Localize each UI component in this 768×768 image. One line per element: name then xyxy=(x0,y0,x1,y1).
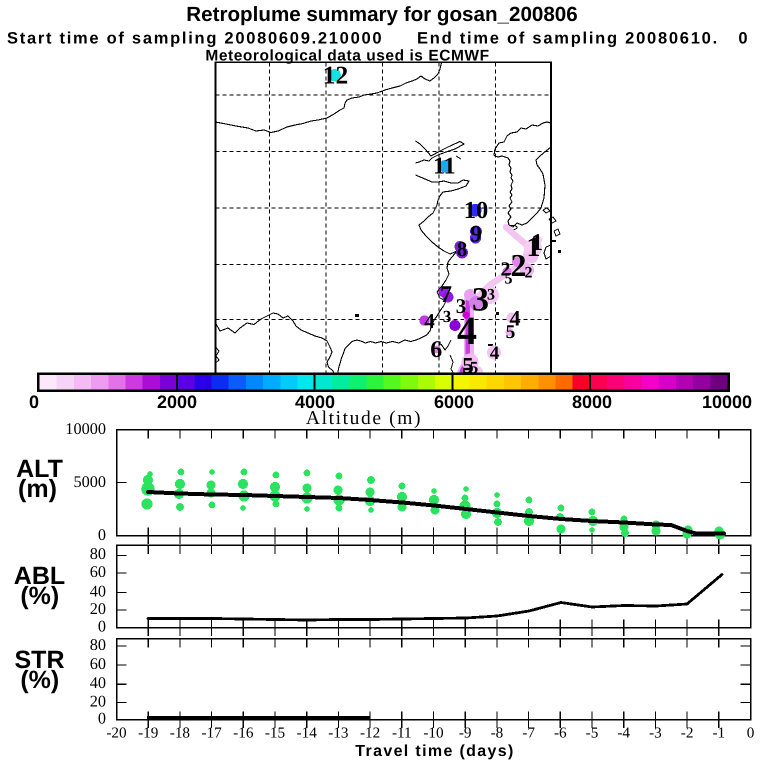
svg-text:-13: -13 xyxy=(328,725,348,742)
svg-text:-6: -6 xyxy=(554,725,567,742)
svg-text:5000: 5000 xyxy=(73,472,106,491)
svg-text:8000: 8000 xyxy=(572,392,612,412)
svg-text:5: 5 xyxy=(505,271,513,288)
svg-text:(%): (%) xyxy=(20,582,59,610)
svg-text:0: 0 xyxy=(98,616,106,635)
svg-text:-9: -9 xyxy=(459,725,472,742)
svg-text:11: 11 xyxy=(433,154,456,180)
svg-text:3: 3 xyxy=(443,307,452,326)
svg-text:-19: -19 xyxy=(138,725,158,742)
svg-text:80: 80 xyxy=(90,635,106,654)
svg-text:0: 0 xyxy=(29,392,39,412)
svg-text:-16: -16 xyxy=(233,725,254,742)
svg-text:-15: -15 xyxy=(265,725,285,742)
svg-text:9: 9 xyxy=(470,222,482,248)
svg-text:3: 3 xyxy=(472,282,489,319)
svg-text:Altitude (m): Altitude (m) xyxy=(306,408,422,429)
svg-text:Meteorological data used is EC: Meteorological data used is ECMWF xyxy=(205,48,489,65)
svg-text:3: 3 xyxy=(456,294,467,318)
svg-text:12: 12 xyxy=(323,61,349,90)
svg-text:0: 0 xyxy=(98,708,106,727)
svg-text:8: 8 xyxy=(457,237,468,261)
svg-text:-11: -11 xyxy=(392,725,412,742)
svg-text:End time of sampling 20080610.: End time of sampling 20080610. xyxy=(417,30,719,48)
svg-text:80: 80 xyxy=(90,544,106,563)
svg-text:-1: -1 xyxy=(712,725,725,742)
svg-text:2: 2 xyxy=(511,247,527,283)
svg-text:1: 1 xyxy=(531,230,543,256)
svg-text:7: 7 xyxy=(440,282,452,308)
svg-text:-4: -4 xyxy=(617,725,630,742)
svg-text:-7: -7 xyxy=(522,725,535,742)
svg-text:ABL: ABL xyxy=(14,562,65,590)
svg-text:60: 60 xyxy=(90,654,106,673)
svg-text:-2: -2 xyxy=(681,725,694,742)
svg-text:3: 3 xyxy=(487,287,495,304)
svg-text:2000: 2000 xyxy=(157,392,197,412)
svg-text:4: 4 xyxy=(457,308,477,353)
svg-text:-8: -8 xyxy=(491,725,504,742)
svg-text:(%): (%) xyxy=(20,666,59,694)
svg-text:-12: -12 xyxy=(360,725,380,742)
svg-text:0: 0 xyxy=(98,525,106,544)
svg-text:0: 0 xyxy=(747,725,755,742)
svg-text:10: 10 xyxy=(464,197,489,224)
svg-text:6: 6 xyxy=(430,337,442,363)
svg-text:10000: 10000 xyxy=(702,392,752,412)
svg-text:Retroplume summary for gosan_2: Retroplume summary for gosan_200806 xyxy=(186,3,577,26)
svg-text:-5: -5 xyxy=(586,725,599,742)
svg-text:ALT: ALT xyxy=(16,455,63,483)
svg-text:4: 4 xyxy=(510,306,521,331)
svg-text:(m): (m) xyxy=(18,475,57,503)
svg-text:-10: -10 xyxy=(423,725,444,742)
svg-text:4000: 4000 xyxy=(295,392,335,412)
svg-text:4: 4 xyxy=(490,343,500,364)
svg-text:STR: STR xyxy=(15,646,65,674)
svg-text:Travel time (days): Travel time (days) xyxy=(355,743,514,760)
svg-text:10000: 10000 xyxy=(65,419,106,438)
svg-text:2: 2 xyxy=(501,259,511,281)
svg-text:-18: -18 xyxy=(170,725,191,742)
svg-text:1: 1 xyxy=(527,232,541,263)
svg-text:-3: -3 xyxy=(649,725,662,742)
svg-text:5: 5 xyxy=(462,353,474,378)
svg-text:-17: -17 xyxy=(201,725,222,742)
svg-text:-20: -20 xyxy=(106,725,127,742)
svg-text:0: 0 xyxy=(738,30,747,48)
svg-text:5: 5 xyxy=(470,358,479,377)
svg-text:5: 5 xyxy=(506,322,516,343)
svg-text:-14: -14 xyxy=(297,725,318,742)
svg-text:Start time of sampling 2008060: Start time of sampling 20080609.210000 xyxy=(7,30,383,48)
svg-text:6000: 6000 xyxy=(434,392,474,412)
svg-text:20: 20 xyxy=(90,599,106,618)
svg-text:40: 40 xyxy=(90,673,106,692)
svg-text:40: 40 xyxy=(90,581,106,600)
svg-text:4: 4 xyxy=(424,309,435,333)
svg-text:2: 2 xyxy=(525,265,533,282)
svg-text:60: 60 xyxy=(90,562,106,581)
svg-text:20: 20 xyxy=(90,691,106,710)
